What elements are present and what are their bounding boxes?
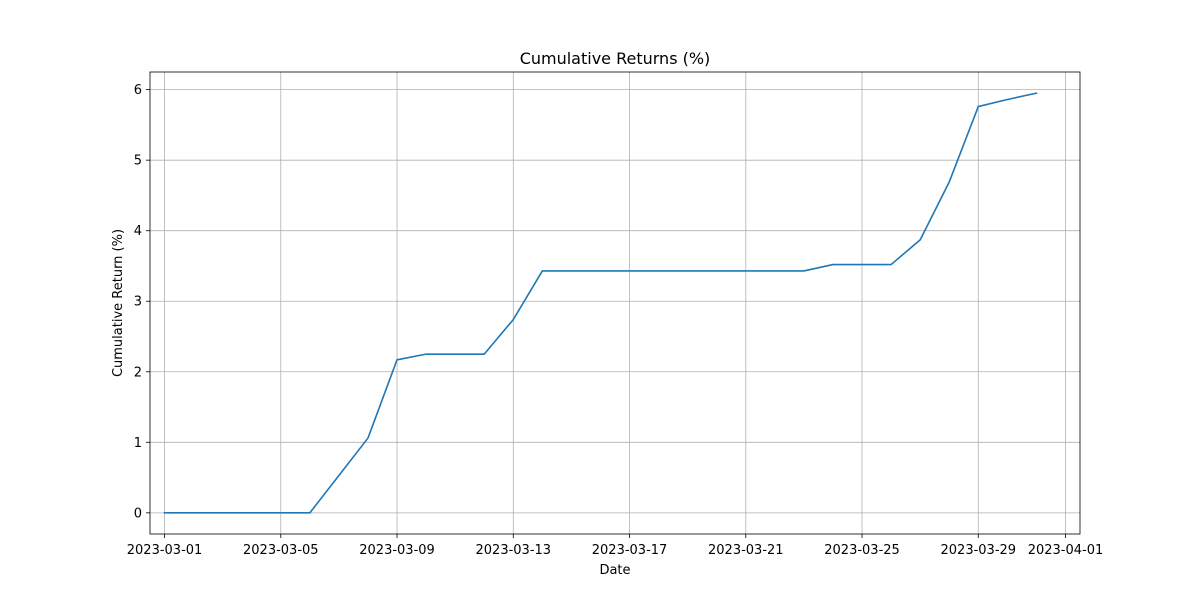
x-tick-label: 2023-03-21: [708, 543, 784, 558]
y-tick-label: 4: [134, 224, 142, 239]
x-tick-label: 2023-03-13: [476, 543, 552, 558]
x-tick-label: 2023-04-01: [1028, 543, 1104, 558]
x-tick-label: 2023-03-05: [243, 543, 319, 558]
plot-frame: [149, 71, 1081, 535]
y-tick-label: 6: [134, 83, 142, 98]
y-axis-label: Cumulative Return (%): [111, 229, 126, 377]
x-tick-label: 2023-03-29: [941, 543, 1017, 558]
x-tick-label: 2023-03-17: [592, 543, 668, 558]
x-axis-label: Date: [599, 563, 630, 578]
x-tick-label: 2023-03-25: [824, 543, 900, 558]
grid: [150, 72, 1080, 534]
y-tick-label: 1: [134, 436, 142, 451]
x-tick-label: 2023-03-01: [127, 543, 203, 558]
chart-title: Cumulative Returns (%): [520, 49, 711, 68]
series-layer: [163, 92, 1038, 514]
y-tick-label: 2: [134, 365, 142, 380]
x-tick-label: 2023-03-09: [359, 543, 435, 558]
y-tick-label: 5: [134, 154, 142, 169]
y-tick-label: 3: [134, 295, 142, 310]
x-axis: 2023-03-01 2023-03-05 2023-03-09 2023-03-13…: [127, 534, 1104, 558]
y-tick-label: 0: [134, 506, 142, 521]
y-axis: 0 1 2 3 4 5 6: [134, 83, 150, 521]
series-line: [163, 92, 1038, 514]
